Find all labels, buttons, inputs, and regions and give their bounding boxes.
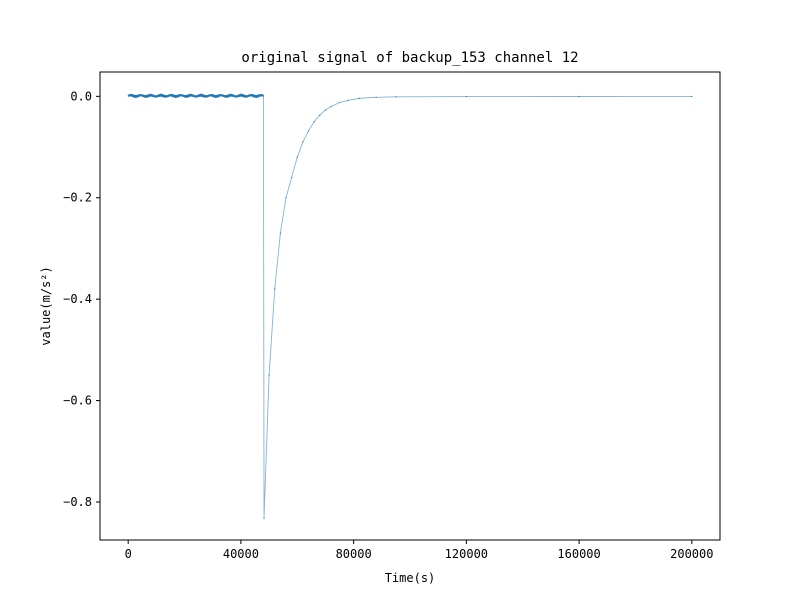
data-point xyxy=(307,130,310,132)
data-point xyxy=(262,95,265,97)
y-tick-label: −0.2 xyxy=(63,191,92,205)
plot-area xyxy=(127,93,693,519)
data-point xyxy=(313,121,315,123)
data-point xyxy=(296,156,298,158)
x-tick-label: 40000 xyxy=(223,547,259,561)
data-point xyxy=(330,105,332,108)
data-point xyxy=(465,95,467,98)
data-point xyxy=(691,95,693,98)
data-point xyxy=(127,95,129,97)
data-point xyxy=(291,176,293,179)
x-tick-label: 80000 xyxy=(336,547,372,561)
data-point xyxy=(375,96,377,98)
data-point xyxy=(319,114,321,116)
y-tick-label: −0.6 xyxy=(63,394,92,408)
data-point xyxy=(347,99,349,101)
data-point xyxy=(274,288,276,290)
series-line-recovery xyxy=(263,95,692,519)
data-point xyxy=(263,517,265,519)
data-point xyxy=(302,141,304,143)
x-tick-label: 200000 xyxy=(670,547,713,561)
x-tick-label: 0 xyxy=(125,547,132,561)
data-point xyxy=(279,232,281,234)
y-tick-label: −0.8 xyxy=(63,495,92,509)
data-point xyxy=(324,109,327,111)
y-tick-label: 0.0 xyxy=(70,89,92,103)
data-point xyxy=(285,197,287,199)
x-tick-label: 120000 xyxy=(445,547,488,561)
data-point xyxy=(268,374,270,376)
data-point xyxy=(338,101,341,104)
x-tick-label: 160000 xyxy=(557,547,600,561)
plot-frame xyxy=(99,71,721,541)
data-point xyxy=(358,97,360,99)
data-point xyxy=(578,95,580,98)
data-point xyxy=(395,96,397,98)
axes: 0 40000 80000 120000 160000 200000 0.0 −0.2 −0.4… xyxy=(63,71,721,561)
y-tick-label: −0.4 xyxy=(63,292,92,306)
chart-title: original signal of backup_153 channel 12 xyxy=(241,50,578,66)
y-axis-label: value(m/s²) xyxy=(39,266,53,345)
series-line-pre-event xyxy=(127,93,264,99)
x-axis-label: Time(s) xyxy=(385,571,436,585)
